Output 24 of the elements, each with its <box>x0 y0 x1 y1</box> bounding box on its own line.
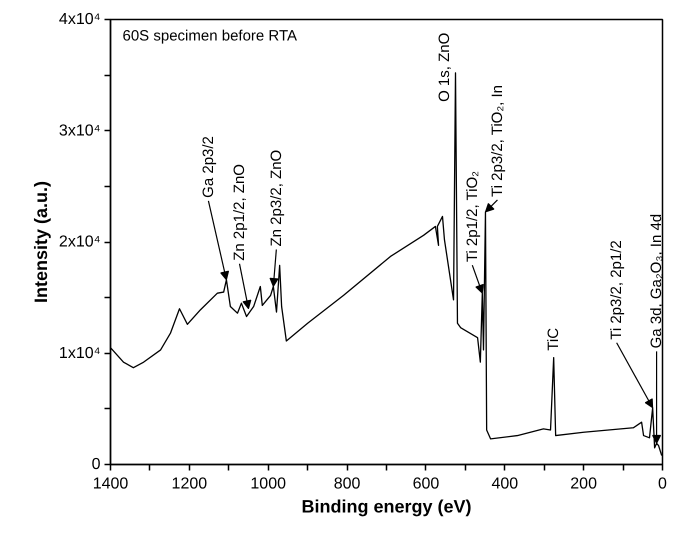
annotation: Ti 2p1/2, TiO₂ <box>464 170 481 262</box>
annotation: 60S specimen before RTA <box>122 28 298 44</box>
x-axis-title: Binding energy (eV) <box>301 496 472 516</box>
annotation: Ti 2p3/2, TiO₂, In <box>488 84 506 197</box>
x-tick-label: 200 <box>570 476 598 492</box>
x-tick-label: 600 <box>412 476 440 492</box>
x-tick-label: 0 <box>658 476 668 492</box>
x-tick-label: 400 <box>491 476 518 492</box>
y-tick-label: 3x10⁴ <box>58 122 101 140</box>
y-tick-label: 0 <box>92 456 101 473</box>
annotation: TiC <box>545 328 562 351</box>
annotation: Ti 2p3/2, 2p1/2 <box>608 240 626 340</box>
annotation: O 1s, ZnO <box>436 32 453 102</box>
x-tick-label: 800 <box>334 476 361 492</box>
y-tick-label: 4x10⁴ <box>58 11 101 28</box>
y-tick-label: 2x10⁴ <box>58 234 101 250</box>
y-axis-title: Intensity (a.u.) <box>30 180 51 304</box>
annotation: Zn 2p1/2, ZnO <box>231 164 248 261</box>
annotation: Zn 2p3/2, ZnO <box>268 150 285 246</box>
y-tick-label: 1x10⁴ <box>58 344 101 362</box>
x-tick-label: 1200 <box>172 476 208 492</box>
x-tick-label: 1000 <box>250 476 286 492</box>
x-tick-label: 1400 <box>92 476 128 492</box>
annotation: Ga 2p3/2 <box>200 136 217 198</box>
